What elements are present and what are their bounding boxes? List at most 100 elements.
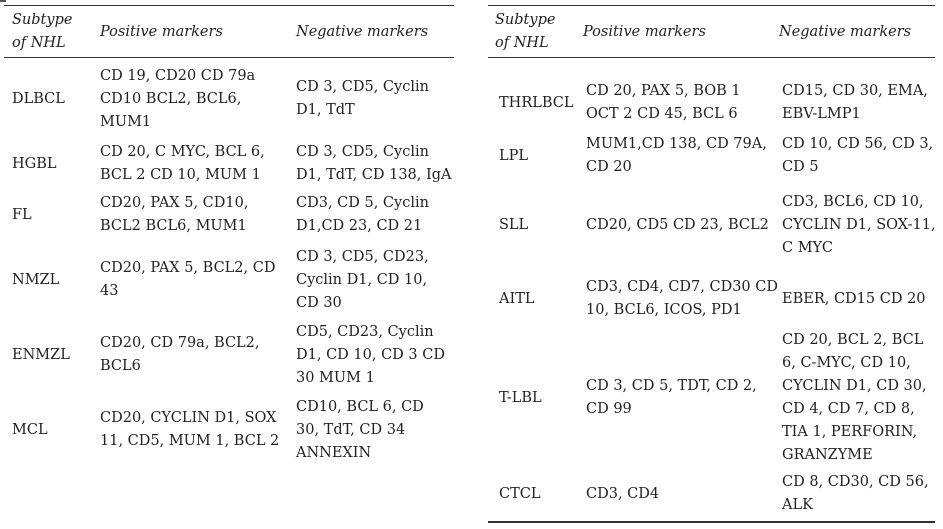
negative-markers-cell-line: 30, TdT, CD 34 bbox=[296, 421, 406, 438]
subtype-label: T-LBL bbox=[499, 389, 542, 406]
header-subtype: Subtype of NHL bbox=[495, 9, 555, 55]
positive-markers-cell-line: MUM1,CD 138, CD 79A, bbox=[586, 136, 767, 152]
subtype-label: LPL bbox=[499, 147, 529, 164]
negative-markers-cell-line: CD5, CD23, Cyclin bbox=[296, 323, 434, 340]
negative-markers-cell-line: D1,CD 23, CD 21 bbox=[296, 218, 423, 234]
positive-markers-cell-line: CD 20, PAX 5, BOB 1 bbox=[586, 83, 741, 99]
positive-markers-cell-line: BCL2 BCL6, MUM1 bbox=[100, 218, 247, 234]
subtype-label: SLL bbox=[499, 216, 529, 233]
table-row: HGBL CD 20, C MYC, BCL 6, BCL 2 CD 10, MUM… bbox=[4, 138, 454, 190]
negative-markers-cell: CD 20, BCL 2, BCL 6, C-MYC, CD 10, CYCLIN … bbox=[782, 330, 927, 466]
header-subtype: Subtype of NHL bbox=[12, 9, 72, 55]
negative-markers-cell-line: CD3, BCL6, CD 10, bbox=[782, 193, 924, 210]
positive-markers-cell: CD20, CD 79a, BCL2, BCL6 bbox=[100, 320, 260, 390]
header-positive: Positive markers bbox=[100, 24, 223, 40]
negative-markers-cell-line: EBER, CD15 CD 20 bbox=[782, 290, 926, 307]
negative-markers-cell-line: CD 3, CD5, CD23, bbox=[296, 248, 429, 265]
negative-markers-cell-line: CD 30 bbox=[296, 294, 342, 311]
negative-markers-cell: CD 3, CD5, Cyclin D1, TdT bbox=[296, 60, 429, 138]
positive-markers-cell-line: CD 20 bbox=[586, 159, 632, 175]
table-row: AITL CD3, CD4, CD7, CD30 CD 10, BCL6, ICOS… bbox=[488, 268, 935, 330]
positive-markers-cell-line: CD20, PAX 5, CD10, bbox=[100, 195, 249, 211]
table-row: LPL MUM1,CD 138, CD 79A, CD 20 CD 10, CD 56… bbox=[488, 130, 935, 182]
positive-markers-cell-line: 43 bbox=[100, 283, 119, 299]
header-rule bbox=[488, 57, 935, 58]
positive-markers-cell-line: CD 19, CD20 CD 79a bbox=[100, 67, 256, 84]
positive-markers-cell: CD3, CD4 bbox=[586, 466, 659, 522]
table-row: SLL CD20, CD5 CD 23, BCL2 CD3, BCL6, CD 10… bbox=[488, 182, 936, 268]
positive-markers-cell: CD20, PAX 5, BCL2, CD 43 bbox=[100, 240, 275, 320]
top-rule bbox=[488, 5, 935, 6]
positive-markers-cell-line: CD3, CD4 bbox=[586, 485, 660, 502]
subtype-cell: MCL bbox=[12, 390, 48, 470]
positive-markers-cell: CD20, PAX 5, CD10, BCL2 BCL6, MUM1 bbox=[100, 190, 248, 240]
header-subtype-line2: of NHL bbox=[495, 35, 549, 51]
subtype-label: CTCL bbox=[499, 485, 541, 502]
negative-markers-cell-line: CYCLIN D1, CD 30, bbox=[782, 378, 927, 394]
subtype-cell: LPL bbox=[499, 130, 528, 182]
negative-markers-cell-line: CD 5 bbox=[782, 159, 819, 175]
negative-markers-cell-line: CD 4, CD 7, CD 8, bbox=[782, 401, 915, 417]
positive-markers-cell: CD 19, CD20 CD 79a CD10 BCL2, BCL6, MUM1 bbox=[100, 60, 255, 138]
positive-markers-cell-line: CD20, CD 79a, BCL2, bbox=[100, 335, 260, 351]
negative-markers-cell: CD 3, CD5, Cyclin D1, TdT, CD 138, IgA bbox=[296, 138, 452, 190]
subtype-cell: FL bbox=[12, 190, 32, 240]
header-rule bbox=[4, 57, 454, 58]
positive-markers-cell-line: 10, BCL6, ICOS, PD1 bbox=[586, 302, 742, 318]
negative-markers-cell: CD10, BCL 6, CD 30, TdT, CD 34 ANNEXIN bbox=[296, 390, 424, 470]
negative-markers-cell-line: CD15, CD 30, EMA, bbox=[782, 83, 928, 99]
subtype-cell: SLL bbox=[499, 182, 528, 268]
subtype-label: HGBL bbox=[12, 155, 57, 172]
negative-markers-cell-line: ANNEXIN bbox=[296, 444, 372, 461]
subtype-label: MCL bbox=[12, 421, 48, 438]
positive-markers-cell: CD20, CYCLIN D1, SOX 11, CD5, MUM 1, BCL … bbox=[100, 390, 279, 470]
positive-markers-cell: CD 20, C MYC, BCL 6, BCL 2 CD 10, MUM 1 bbox=[100, 138, 265, 190]
table-row: ENMZL CD20, CD 79a, BCL2, BCL6 CD5, CD23, C… bbox=[4, 320, 454, 390]
negative-markers-cell-line: CD3, CD 5, Cyclin bbox=[296, 195, 429, 211]
positive-markers-cell-line: CD20, PAX 5, BCL2, CD bbox=[100, 260, 276, 276]
negative-markers-cell-line: Cyclin D1, CD 10, bbox=[296, 271, 428, 288]
subtype-label: NMZL bbox=[12, 271, 60, 288]
negative-markers-cell: CD5, CD23, Cyclin D1, CD 10, CD 3 CD 30 MU… bbox=[296, 320, 445, 390]
negative-markers-cell-line: CD 8, CD30, CD 56, bbox=[782, 474, 929, 490]
subtype-cell: T-LBL bbox=[499, 330, 542, 466]
table-row: FL CD20, PAX 5, CD10, BCL2 BCL6, MUM1 CD3, … bbox=[4, 190, 454, 240]
top-rule bbox=[4, 5, 454, 6]
negative-markers-cell-line: GRANZYME bbox=[782, 447, 873, 463]
positive-markers-cell-line: CD3, CD4, CD7, CD30 CD bbox=[586, 279, 778, 295]
header-subtype-line1: Subtype bbox=[495, 12, 556, 28]
negative-markers-cell-line: 30 MUM 1 bbox=[296, 369, 375, 386]
negative-markers-cell: CD15, CD 30, EMA, EBV-LMP1 bbox=[782, 76, 928, 130]
negative-markers-cell: CD 10, CD 56, CD 3, CD 5 bbox=[782, 130, 933, 182]
header-negative: Negative markers bbox=[779, 24, 912, 40]
subtype-label: AITL bbox=[499, 290, 535, 307]
negative-markers-cell: EBER, CD15 CD 20 bbox=[782, 268, 926, 330]
subtype-label: THRLBCL bbox=[499, 94, 574, 111]
positive-markers-cell: CD 20, PAX 5, BOB 1 OCT 2 CD 45, BCL 6 bbox=[586, 76, 741, 130]
positive-markers-cell: CD3, CD4, CD7, CD30 CD 10, BCL6, ICOS, PD… bbox=[586, 268, 778, 330]
negative-markers-cell-line: CD 3, CD5, Cyclin bbox=[296, 144, 429, 160]
negative-markers-cell-line: 6, C-MYC, CD 10, bbox=[782, 355, 911, 371]
table-header: Subtype of NHL Positive markers Negative… bbox=[488, 8, 935, 56]
subtype-cell: NMZL bbox=[12, 240, 59, 320]
positive-markers-cell-line: 11, CD5, MUM 1, BCL 2 bbox=[100, 433, 280, 449]
negative-markers-cell-line: CD 3, CD5, Cyclin bbox=[296, 79, 429, 95]
bottom-rule bbox=[488, 521, 935, 523]
table-row: DLBCL CD 19, CD20 CD 79a CD10 BCL2, BCL6, M… bbox=[4, 60, 454, 138]
table-row: T-LBL CD 3, CD 5, TDT, CD 2, CD 99 CD 20, B… bbox=[488, 330, 935, 466]
subtype-label: ENMZL bbox=[12, 346, 70, 363]
negative-markers-cell: CD3, CD 5, Cyclin D1,CD 23, CD 21 bbox=[296, 190, 429, 240]
negative-markers-cell: CD 8, CD30, CD 56, ALK bbox=[782, 466, 929, 522]
table-row: CTCL CD3, CD4 CD 8, CD30, CD 56, ALK bbox=[488, 466, 935, 522]
positive-markers-cell-line: CD10 BCL2, BCL6, bbox=[100, 90, 242, 107]
subtype-cell: THRLBCL bbox=[499, 76, 574, 130]
positive-markers-cell-line: CD20, CYCLIN D1, SOX bbox=[100, 410, 277, 426]
positive-markers-cell-line: CD 99 bbox=[586, 401, 632, 417]
table-row: MCL CD20, CYCLIN D1, SOX 11, CD5, MUM 1, B… bbox=[4, 390, 454, 470]
negative-markers-cell-line: D1, TdT bbox=[296, 102, 355, 118]
header-subtype-line2: of NHL bbox=[12, 35, 66, 51]
negative-markers-cell-line: CD 10, CD 56, CD 3, bbox=[782, 136, 934, 152]
header-negative: Negative markers bbox=[296, 24, 429, 40]
negative-markers-cell-line: TIA 1, PERFORIN, bbox=[782, 424, 918, 440]
positive-markers-cell-line: BCL6 bbox=[100, 358, 141, 374]
